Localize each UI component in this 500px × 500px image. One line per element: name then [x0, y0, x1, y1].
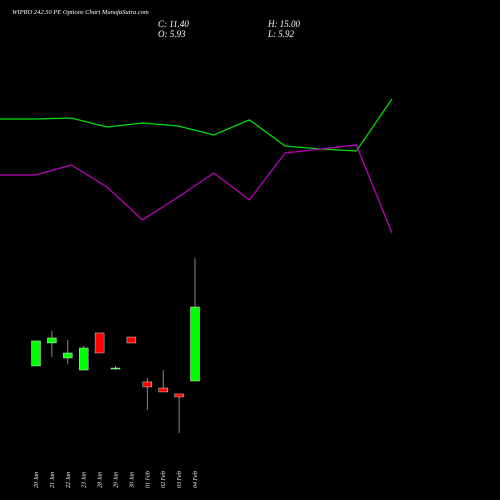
x-tick-label: 01 Feb	[145, 471, 151, 488]
x-tick-label: 21 Jan	[50, 472, 56, 488]
x-tick-label: 29 Jan	[114, 472, 120, 488]
candle-body	[142, 381, 153, 388]
candle-body	[47, 337, 57, 344]
candle-body	[63, 352, 73, 359]
ohlc-high: H: 15.00	[267, 19, 300, 29]
x-tick-label: 28 Jan	[98, 472, 104, 488]
indicator-line	[0, 98, 393, 152]
candle-body	[94, 332, 105, 354]
ohlc-close: C: 11.40	[158, 19, 189, 29]
x-tick-label: 02 Feb	[161, 471, 167, 488]
x-tick-label: 30 Jan	[129, 472, 135, 489]
x-tick-label: 03 Feb	[177, 471, 183, 488]
candle-body	[78, 347, 89, 371]
candle-body	[126, 336, 137, 344]
candle-body	[158, 387, 168, 393]
x-tick-label: 22 Jan	[66, 472, 72, 488]
candle-body	[31, 340, 41, 367]
x-tick-label: 04 Feb	[192, 471, 199, 488]
chart-title: WIPRO 242.50 PE Options Chart MunafaSutr…	[12, 9, 149, 16]
candle-body	[174, 393, 184, 398]
x-tick-label: 23 Jan	[82, 472, 88, 488]
ohlc-low: L: 5.92	[267, 29, 295, 39]
indicator-line	[0, 144, 393, 234]
x-tick-label: 20 Jan	[34, 472, 40, 488]
candle-body	[190, 306, 200, 382]
ohlc-open: O: 5.93	[158, 29, 186, 39]
candle-body	[110, 367, 121, 370]
